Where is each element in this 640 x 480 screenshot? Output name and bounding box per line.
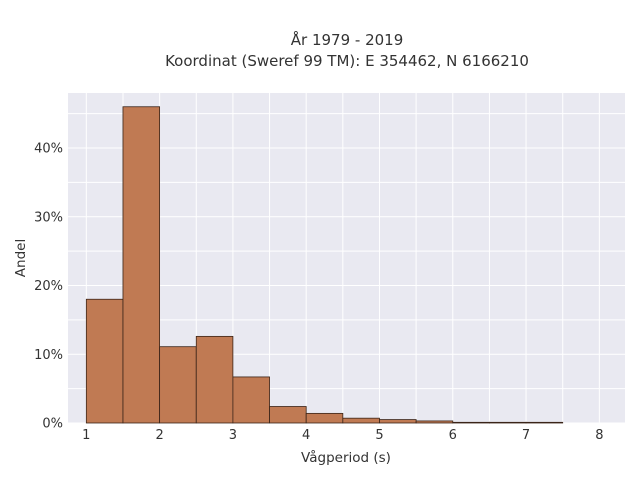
histogram-bar-1 — [85, 298, 124, 424]
chart-title-line-1: År 1979 - 2019 — [291, 30, 404, 49]
histogram-bar-12 — [489, 421, 527, 424]
histogram-bar-8 — [342, 417, 380, 424]
y-tick-label: 40% — [34, 142, 63, 157]
x-axis-label: Vågperiod (s) — [301, 449, 391, 466]
x-tick-label: 1 — [82, 428, 90, 443]
histogram-bar-2 — [122, 106, 161, 424]
x-tick-labels: 1 2 3 4 5 6 7 8 — [82, 428, 603, 443]
histogram-bar-5 — [232, 376, 270, 424]
bars — [85, 106, 564, 424]
chart-title-line-2: Koordinat (Sweref 99 TM): E 354462, N 61… — [165, 52, 529, 70]
histogram-bar-3 — [159, 346, 197, 424]
x-tick-label: 7 — [522, 428, 530, 443]
histogram-bar-7 — [305, 412, 344, 424]
histogram-bar-4 — [195, 335, 234, 424]
histogram-bar-13 — [525, 421, 564, 424]
y-axis-label: Andel — [13, 239, 29, 277]
histogram-bar-6 — [269, 406, 307, 424]
x-tick-label: 3 — [229, 428, 237, 443]
y-tick-label: 20% — [34, 279, 63, 294]
x-tick-label: 2 — [155, 428, 163, 443]
y-tick-label: 0% — [42, 417, 63, 432]
y-tick-labels: 0% 10% 20% 30% 40% — [34, 142, 63, 432]
x-tick-label: 8 — [595, 428, 603, 443]
histogram-bar-11 — [452, 421, 490, 424]
y-tick-label: 10% — [34, 348, 63, 363]
histogram-bar-10 — [415, 420, 454, 424]
y-tick-label: 30% — [34, 210, 63, 225]
x-tick-label: 5 — [375, 428, 383, 443]
histogram-bar-9 — [379, 419, 417, 424]
x-tick-label: 6 — [449, 428, 457, 443]
x-tick-label: 4 — [302, 428, 310, 443]
